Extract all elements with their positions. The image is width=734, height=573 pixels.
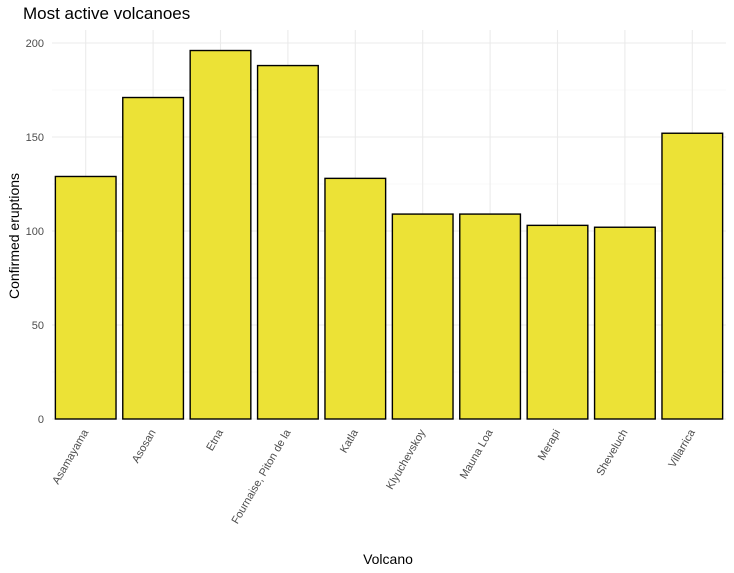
bar-villarrica	[661, 132, 724, 420]
y-axis-title: Confirmed eruptions	[6, 173, 22, 299]
bars	[54, 49, 724, 420]
x-tick-label: Katla	[338, 427, 361, 455]
x-tick-label: Klyuchevskoy	[384, 427, 428, 492]
x-tick-label: Villarrica	[667, 427, 699, 470]
y-tick-label: 150	[26, 132, 44, 144]
y-tick-label: 0	[38, 414, 44, 426]
x-tick-label: Fournaise, Piton de la	[230, 427, 294, 526]
bar-klyuchevskoy	[391, 213, 454, 420]
bar-sheveluch	[593, 226, 656, 420]
x-tick-label: Asosan	[130, 428, 159, 466]
bar-katla	[324, 177, 387, 420]
x-tick-label: Etna	[204, 427, 226, 453]
bar-mauna-loa	[459, 213, 522, 420]
bar-merapi	[526, 224, 589, 420]
x-axis-title: Volcano	[363, 551, 413, 567]
bar-asamayama	[54, 175, 117, 420]
x-tick-label: Asamayama	[50, 427, 91, 487]
x-tick-label: Merapi	[536, 428, 563, 463]
x-tick-labels: Asamayama Asosan Etna Fournaise, Piton de l…	[50, 427, 698, 526]
y-tick-label: 50	[32, 320, 44, 332]
y-tick-labels: 0 50 100 150 200	[26, 38, 44, 426]
bar-etna	[189, 49, 252, 420]
x-tick-label: Sheveluch	[594, 428, 630, 478]
y-tick-label: 100	[26, 226, 44, 238]
x-tick-label: Mauna Loa	[458, 427, 496, 481]
y-tick-label: 200	[26, 38, 44, 50]
chart-title: Most active volcanoes	[23, 4, 191, 23]
bar-asosan	[122, 96, 185, 420]
bar-fournaise-piton-de-la	[256, 64, 319, 420]
